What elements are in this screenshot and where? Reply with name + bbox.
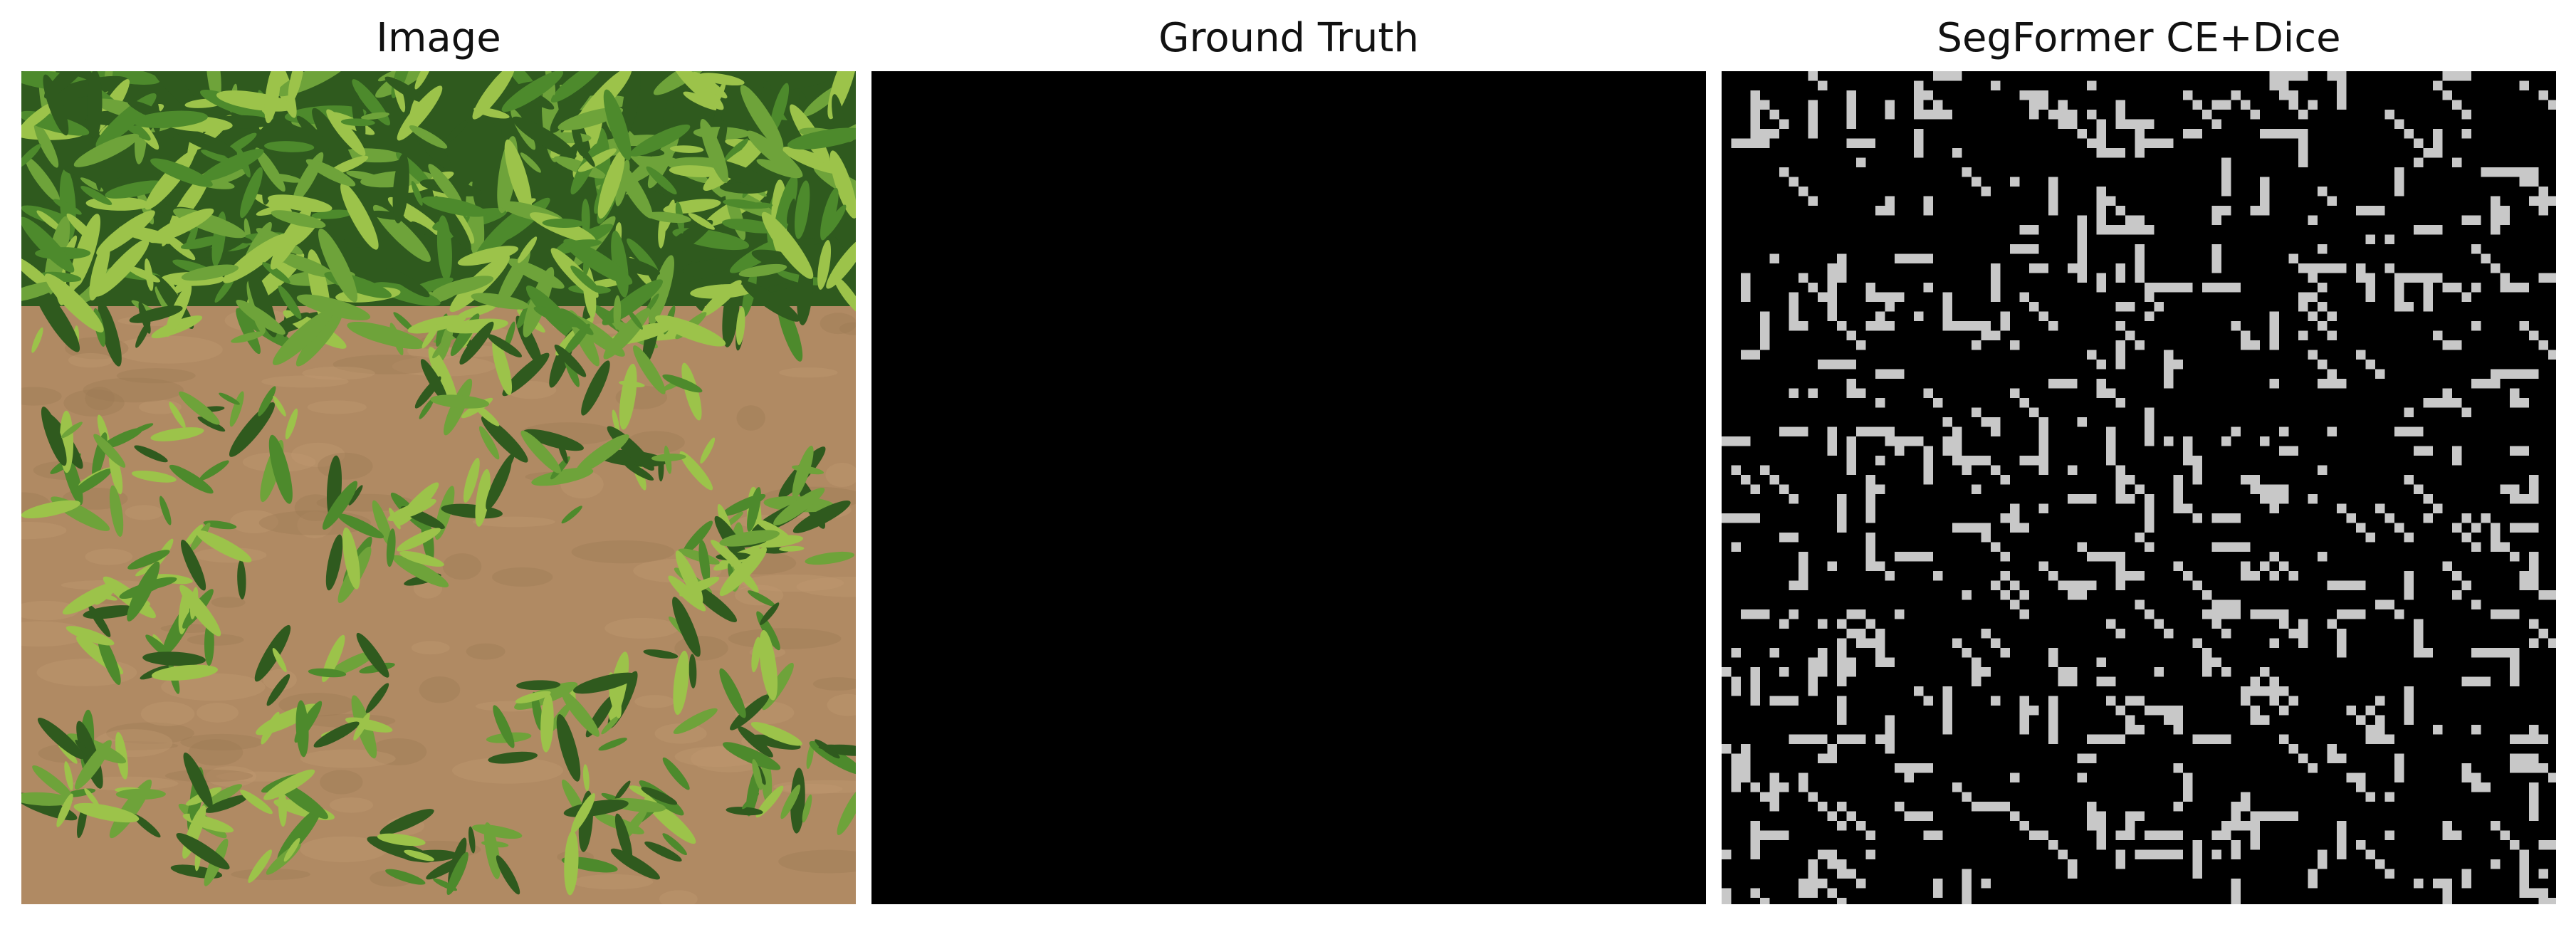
plant-photo	[21, 71, 856, 904]
prediction-mask	[1722, 71, 2556, 904]
input-image-panel	[21, 71, 856, 904]
prediction-mask-panel	[1722, 71, 2556, 904]
panel-title-prediction: SegFormer CE+Dice	[1937, 15, 2341, 61]
ground-truth-mask-panel	[871, 71, 1706, 904]
panel-title-ground-truth: Ground Truth	[1158, 15, 1419, 61]
panel-title-image: Image	[376, 15, 501, 61]
